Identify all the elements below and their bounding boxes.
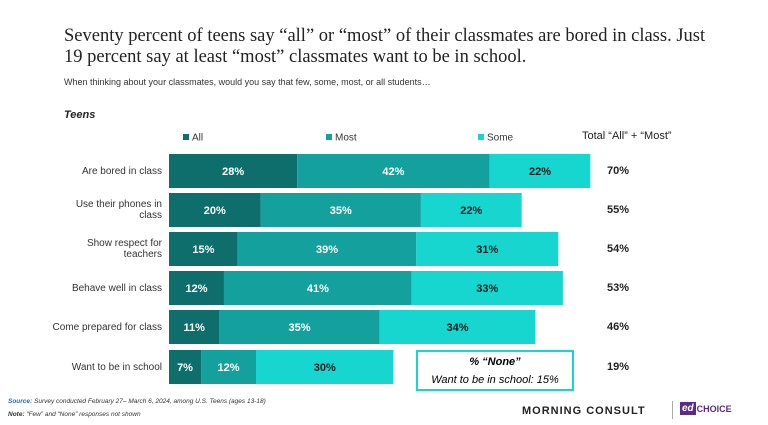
- bar-segment: [201, 350, 257, 384]
- data-label: 7%: [177, 362, 193, 374]
- title: Seventy percent of teens say “all” or “m…: [64, 26, 706, 67]
- totals-header: Total “All” + “Most”: [582, 130, 672, 142]
- logo-choice: CHOICE: [696, 403, 732, 414]
- data-label: 39%: [316, 244, 338, 256]
- bar-segment: [223, 271, 412, 305]
- callout-text: Want to be in school: 15%: [431, 374, 559, 386]
- data-label: 35%: [289, 322, 311, 334]
- note-text: “Few” and “None” responses not shown: [26, 411, 141, 418]
- note: Note: “Few” and “None” responses not sho…: [8, 411, 141, 418]
- subtitle: When thinking about your classmates, wou…: [64, 77, 431, 87]
- legend-label: All: [192, 133, 203, 144]
- legend-swatch: [326, 134, 332, 140]
- logo-edchoice: ed CHOICE: [680, 402, 732, 415]
- category-label: Come prepared for class: [52, 321, 163, 333]
- note-label: Note:: [8, 411, 25, 418]
- data-label: 12%: [185, 283, 207, 295]
- bar-segment: [489, 154, 591, 188]
- data-label: 28%: [222, 166, 244, 178]
- bar-segment: [169, 154, 298, 188]
- total-label: 54%: [607, 243, 629, 255]
- category-label: Use their phones in class: [75, 199, 162, 221]
- total-label: 53%: [607, 282, 629, 294]
- category-label: Are bored in class: [81, 165, 162, 177]
- data-label: 22%: [529, 166, 551, 178]
- source-label: Source:: [8, 398, 33, 405]
- data-label: 35%: [330, 205, 352, 217]
- total-label: 55%: [607, 204, 629, 216]
- bar-segment: [256, 350, 394, 384]
- bar-segment: [169, 193, 261, 227]
- legend-swatch: [478, 134, 484, 140]
- bar-segment: [420, 193, 522, 227]
- category-label: Show respect for teachers: [86, 238, 162, 260]
- data-label: 31%: [476, 244, 498, 256]
- bar-segment: [297, 154, 490, 188]
- callout-title: % “None”: [469, 356, 521, 368]
- bar-segment: [416, 232, 559, 266]
- data-label: 34%: [447, 322, 469, 334]
- source: Source: Survey conducted February 27– Ma…: [8, 398, 266, 405]
- category-label: Want to be in school: [71, 361, 162, 373]
- data-label: 30%: [314, 362, 336, 374]
- data-label: 11%: [183, 322, 205, 334]
- legend-swatch: [183, 134, 189, 140]
- bar-segment: [237, 232, 417, 266]
- bar-segment: [169, 232, 238, 266]
- bar-segment: [379, 310, 536, 344]
- callout-box: [416, 350, 574, 391]
- data-label: 20%: [204, 205, 226, 217]
- bar-segment: [260, 193, 421, 227]
- group-label: Teens: [64, 109, 96, 121]
- data-label: 42%: [382, 166, 404, 178]
- data-label: 12%: [218, 362, 240, 374]
- logo-divider: [672, 401, 673, 419]
- total-label: 46%: [607, 321, 629, 333]
- bar-segment: [169, 350, 202, 384]
- source-text: Survey conducted February 27– March 6, 2…: [34, 398, 266, 405]
- legend-label: Some: [487, 133, 514, 144]
- legend-label: Most: [335, 133, 357, 144]
- logo-morning-consult: MORNING CONSULT: [522, 405, 646, 417]
- bar-segment: [169, 271, 224, 305]
- logo-ed: ed: [680, 402, 696, 415]
- data-label: 15%: [192, 244, 214, 256]
- bar-segment: [169, 310, 220, 344]
- total-label: 19%: [607, 361, 629, 373]
- total-label: 70%: [607, 165, 629, 177]
- data-label: 41%: [307, 283, 329, 295]
- data-label: 33%: [476, 283, 498, 295]
- bar-segment: [219, 310, 380, 344]
- bar-segment: [411, 271, 563, 305]
- data-label: 22%: [460, 205, 482, 217]
- category-label: Behave well in class: [71, 282, 162, 294]
